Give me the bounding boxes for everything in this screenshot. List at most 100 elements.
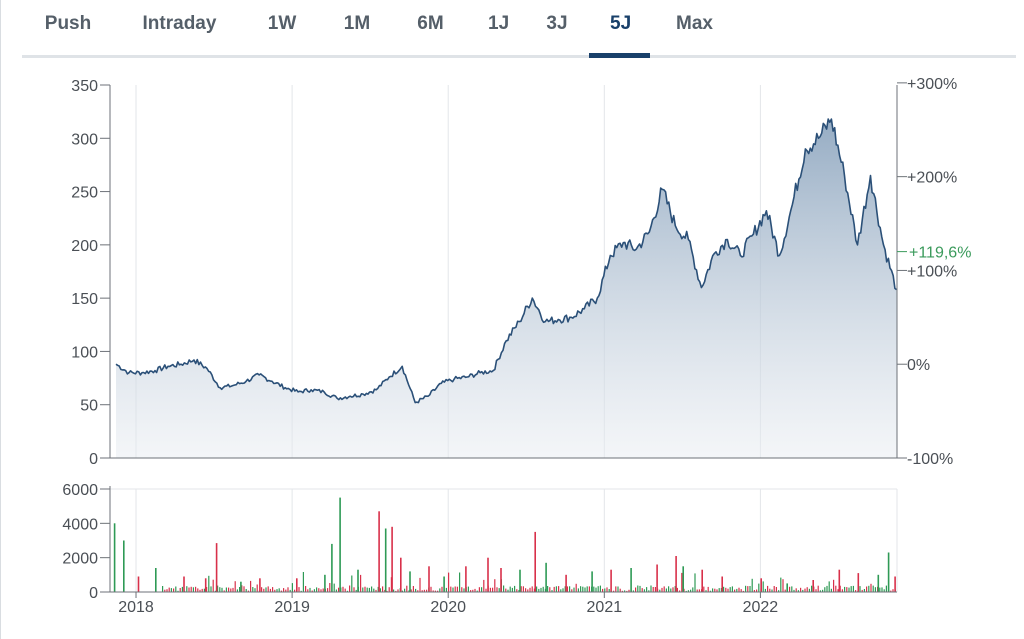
left-border (0, 0, 1, 639)
volume-bar-minor (283, 588, 285, 592)
volume-bar (630, 568, 632, 592)
volume-bar-minor (837, 589, 839, 592)
volume-bar-minor (448, 572, 450, 592)
volume-bar-minor (621, 590, 623, 592)
tab-intraday[interactable]: Intraday (142, 13, 217, 34)
volume-bar-minor (628, 589, 630, 592)
volume-bar-minor (454, 586, 456, 592)
volume-bar-minor (811, 585, 813, 592)
volume-bar-minor (162, 586, 164, 592)
volume-bar-minor (351, 575, 353, 592)
volume-bar-minor (547, 586, 549, 592)
volume-bar-minor (252, 587, 254, 592)
volume-bar-minor (272, 587, 274, 592)
volume-bar-minor (558, 586, 560, 592)
volume-bar-minor (461, 587, 463, 592)
volume-bar (155, 568, 157, 592)
volume-bar-minor (525, 588, 527, 592)
volume-bar-minor (188, 587, 190, 592)
volume-bar-minor (874, 587, 876, 592)
volume-bar-minor (806, 587, 808, 592)
volume-tick-label: 2000 (62, 551, 98, 568)
volume-bar-minor (401, 590, 403, 592)
volume-bar-minor (844, 586, 846, 592)
tab-max[interactable]: Max (676, 13, 713, 34)
volume-bar-minor (212, 579, 214, 592)
volume-bar-minor (885, 585, 887, 592)
tab-1j[interactable]: 1J (488, 13, 510, 34)
volume-bar-minor (716, 589, 718, 592)
volume-bar-minor (195, 586, 197, 592)
volume-bar-minor (254, 588, 256, 592)
volume-bar (812, 580, 814, 592)
volume-bar (339, 497, 341, 592)
volume-bar-minor (327, 588, 329, 592)
active-tab-indicator (589, 53, 650, 58)
volume-bar-minor (221, 587, 223, 592)
volume-bar-minor (382, 586, 384, 592)
volume-bar-minor (256, 584, 258, 592)
volume-bar-minor (756, 589, 758, 592)
volume-bar-minor (421, 590, 423, 592)
volume-bar-minor (802, 589, 804, 592)
volume-bar-minor (674, 586, 676, 592)
volume-bar-minor (780, 577, 782, 592)
volume-bar-minor (830, 588, 832, 592)
volume-bar-minor (841, 589, 843, 592)
volume-bar-minor (736, 588, 738, 592)
tab-1m[interactable]: 1M (343, 13, 371, 34)
volume-bar-minor (571, 589, 573, 592)
volume-bar-minor (505, 588, 507, 592)
volume-bar-minor (261, 587, 263, 592)
volume-bar-minor (597, 586, 599, 592)
volume-bar-minor (703, 586, 705, 592)
volume-bar-minor (890, 590, 892, 592)
price-tick-label: 300 (71, 131, 98, 148)
volume-bar-minor (531, 586, 533, 592)
volume-bar-minor (408, 590, 410, 592)
volume-bar-minor (344, 588, 346, 592)
volume-bar-minor (236, 589, 238, 592)
volume-bar-minor (696, 589, 698, 592)
volume-bar (591, 571, 593, 592)
volume-bar-minor (294, 589, 296, 592)
volume-bar-minor (762, 581, 764, 592)
tab-1w[interactable]: 1W (267, 13, 297, 34)
volume-bar-minor (861, 589, 863, 592)
volume-bar-minor (892, 589, 894, 592)
volume-bar-minor (335, 589, 337, 592)
volume-bar-minor (489, 587, 491, 592)
volume-bar-minor (302, 572, 304, 592)
tab-6m[interactable]: 6M (417, 13, 444, 34)
tab-push[interactable]: Push (44, 13, 92, 34)
volume-bar-minor (456, 586, 458, 592)
volume-bar-minor (879, 587, 881, 592)
volume-bar-minor (417, 590, 419, 592)
price-tick-label: 0 (89, 451, 98, 468)
volume-bar (465, 566, 467, 593)
volume-bar-minor (734, 589, 736, 592)
volume-bar-minor (749, 586, 751, 592)
tab-5j[interactable]: 5J (610, 13, 632, 34)
volume-bar-minor (342, 586, 344, 592)
volume-bar (487, 557, 489, 592)
volume-bar-minor (555, 586, 557, 592)
volume-bar-minor (206, 587, 208, 592)
tab-3j[interactable]: 3J (546, 13, 568, 34)
volume-bar-minor (855, 590, 857, 592)
volume-bar-minor (793, 589, 795, 592)
volume-bar-minor (839, 585, 841, 592)
volume-bar-minor (520, 586, 522, 592)
volume-bar-minor (368, 587, 370, 592)
volume-bar-minor (181, 586, 183, 592)
volume-bar-minor (239, 587, 241, 592)
volume-bar (838, 569, 841, 592)
volume-bar-minor (307, 589, 309, 592)
volume-bar-minor (560, 589, 562, 592)
volume-bar-minor (654, 587, 656, 592)
volume-bar-minor (804, 588, 806, 592)
volume-bar-minor (881, 587, 883, 592)
volume-bar-minor (593, 586, 595, 592)
volume-bar-minor (661, 587, 663, 592)
volume-bar-minor (514, 585, 516, 592)
